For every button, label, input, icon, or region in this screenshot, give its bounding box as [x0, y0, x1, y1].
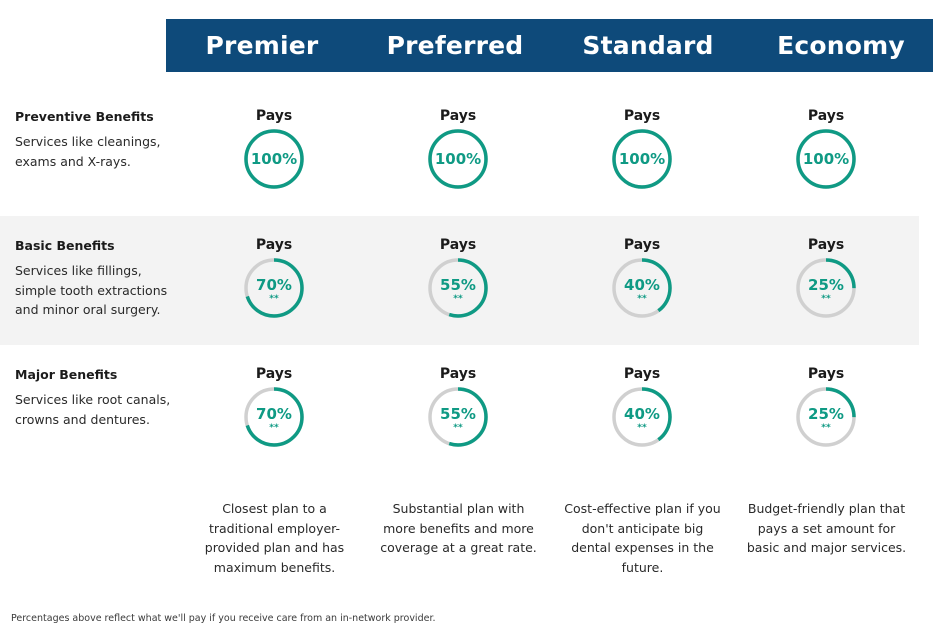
- footnote-marker: **: [269, 294, 279, 304]
- percent-ring: 100%: [612, 129, 672, 189]
- plan-name-economy: Economy: [777, 31, 905, 60]
- percent-value: 70%: [256, 276, 292, 294]
- ring-fill: [428, 387, 488, 447]
- ring-fill: [796, 387, 856, 447]
- coverage-cell-preferred: Pays 55% **: [418, 236, 498, 318]
- coverage-cell-premier: Pays 70% **: [234, 365, 314, 447]
- ring-graphic: [244, 387, 304, 447]
- ring-fill: [244, 129, 304, 189]
- footnote-marker: **: [637, 423, 647, 433]
- ring-fill: [612, 129, 672, 189]
- ring-fill: [428, 258, 488, 318]
- pays-label: Pays: [623, 108, 661, 124]
- footnote-marker: **: [269, 423, 279, 433]
- ring-graphic: [612, 258, 672, 318]
- coverage-cell-preferred: Pays 100%: [418, 107, 498, 189]
- plan-name-premier: Premier: [205, 31, 319, 60]
- row-title: Major Benefits: [15, 367, 118, 382]
- ring-fill: [244, 258, 304, 318]
- percent-value: 100%: [434, 150, 482, 168]
- percent-value: 25%: [808, 405, 844, 423]
- ring-graphic: [796, 258, 856, 318]
- coverage-cell-premier: Pays 70% **: [234, 236, 314, 318]
- percent-value: 100%: [250, 150, 298, 168]
- percent-ring: 25% **: [796, 387, 856, 447]
- percent-value: 25%: [808, 276, 844, 294]
- footnote: Percentages above reflect what we'll pay…: [11, 613, 436, 624]
- percent-value: 55%: [440, 276, 476, 294]
- percent-ring: 55% **: [428, 258, 488, 318]
- percent-value: 70%: [256, 405, 292, 423]
- row-title: Basic Benefits: [15, 238, 115, 253]
- pays-label: Pays: [807, 237, 845, 253]
- percent-value: 55%: [440, 405, 476, 423]
- plan-summary-preferred: Substantial plan with more benefits and …: [380, 501, 537, 555]
- ring-graphic: [796, 387, 856, 447]
- row-description: Services like root canals, crowns and de…: [15, 392, 171, 427]
- percent-ring: 55% **: [428, 387, 488, 447]
- ring-graphic: [796, 129, 856, 189]
- percent-value: 100%: [618, 150, 666, 168]
- coverage-cell-economy: Pays 100%: [786, 107, 866, 189]
- coverage-cell-economy: Pays 25% **: [786, 365, 866, 447]
- ring-fill: [244, 387, 304, 447]
- benefit-row-basic: Basic Benefits Services like fillings, s…: [0, 216, 919, 345]
- pays-label: Pays: [439, 366, 477, 382]
- coverage-cell-standard: Pays 40% **: [602, 236, 682, 318]
- pays-label: Pays: [255, 108, 293, 124]
- ring-fill: [796, 129, 856, 189]
- percent-ring: 25% **: [796, 258, 856, 318]
- ring-fill: [796, 258, 856, 318]
- pays-label: Pays: [255, 237, 293, 253]
- pays-label: Pays: [439, 108, 477, 124]
- ring-graphic: [244, 129, 304, 189]
- ring-graphic: [428, 129, 488, 189]
- percent-value: 40%: [624, 405, 660, 423]
- pays-label: Pays: [255, 366, 293, 382]
- plan-name-standard: Standard: [582, 31, 714, 60]
- coverage-cell-standard: Pays 40% **: [602, 365, 682, 447]
- plan-summary-premier: Closest plan to a traditional employer-p…: [204, 501, 345, 575]
- plan-header-bar: Premier Preferred Standard Economy: [166, 19, 933, 72]
- row-description: Services like fillings, simple tooth ext…: [15, 263, 168, 317]
- row-title: Preventive Benefits: [15, 109, 154, 124]
- plan-summary-economy: Budget-friendly plan that pays a set amo…: [746, 501, 907, 555]
- pays-label: Pays: [623, 237, 661, 253]
- percent-ring: 70% **: [244, 387, 304, 447]
- row-description: Services like cleanings, exams and X-ray…: [15, 134, 161, 169]
- ring-graphic: [612, 387, 672, 447]
- ring-graphic: [612, 129, 672, 189]
- percent-ring: 100%: [244, 129, 304, 189]
- footnote-marker: **: [821, 423, 831, 433]
- pays-label: Pays: [807, 366, 845, 382]
- footnote-marker: **: [453, 294, 463, 304]
- percent-ring: 100%: [796, 129, 856, 189]
- ring-graphic: [244, 258, 304, 318]
- ring-graphic: [428, 258, 488, 318]
- percent-ring: 40% **: [612, 258, 672, 318]
- percent-ring: 40% **: [612, 387, 672, 447]
- pays-label: Pays: [623, 366, 661, 382]
- footnote-marker: **: [821, 294, 831, 304]
- percent-ring: 100%: [428, 129, 488, 189]
- benefit-row-major: Major Benefits Services like root canals…: [0, 345, 919, 474]
- coverage-cell-economy: Pays 25% **: [786, 236, 866, 318]
- ring-graphic: [428, 387, 488, 447]
- percent-value: 100%: [802, 150, 850, 168]
- percent-ring: 70% **: [244, 258, 304, 318]
- footnote-marker: **: [637, 294, 647, 304]
- plan-summary-standard: Cost-effective plan if you don't anticip…: [564, 501, 721, 575]
- percent-value: 40%: [624, 276, 660, 294]
- coverage-cell-standard: Pays 100%: [602, 107, 682, 189]
- ring-fill: [612, 258, 672, 318]
- benefit-row-preventive: Preventive Benefits Services like cleani…: [0, 87, 919, 216]
- pays-label: Pays: [439, 237, 477, 253]
- footnote-marker: **: [453, 423, 463, 433]
- plan-name-preferred: Preferred: [386, 31, 524, 60]
- coverage-cell-premier: Pays 100%: [234, 107, 314, 189]
- ring-fill: [612, 387, 672, 447]
- ring-fill: [428, 129, 488, 189]
- coverage-cell-preferred: Pays 55% **: [418, 365, 498, 447]
- pays-label: Pays: [807, 108, 845, 124]
